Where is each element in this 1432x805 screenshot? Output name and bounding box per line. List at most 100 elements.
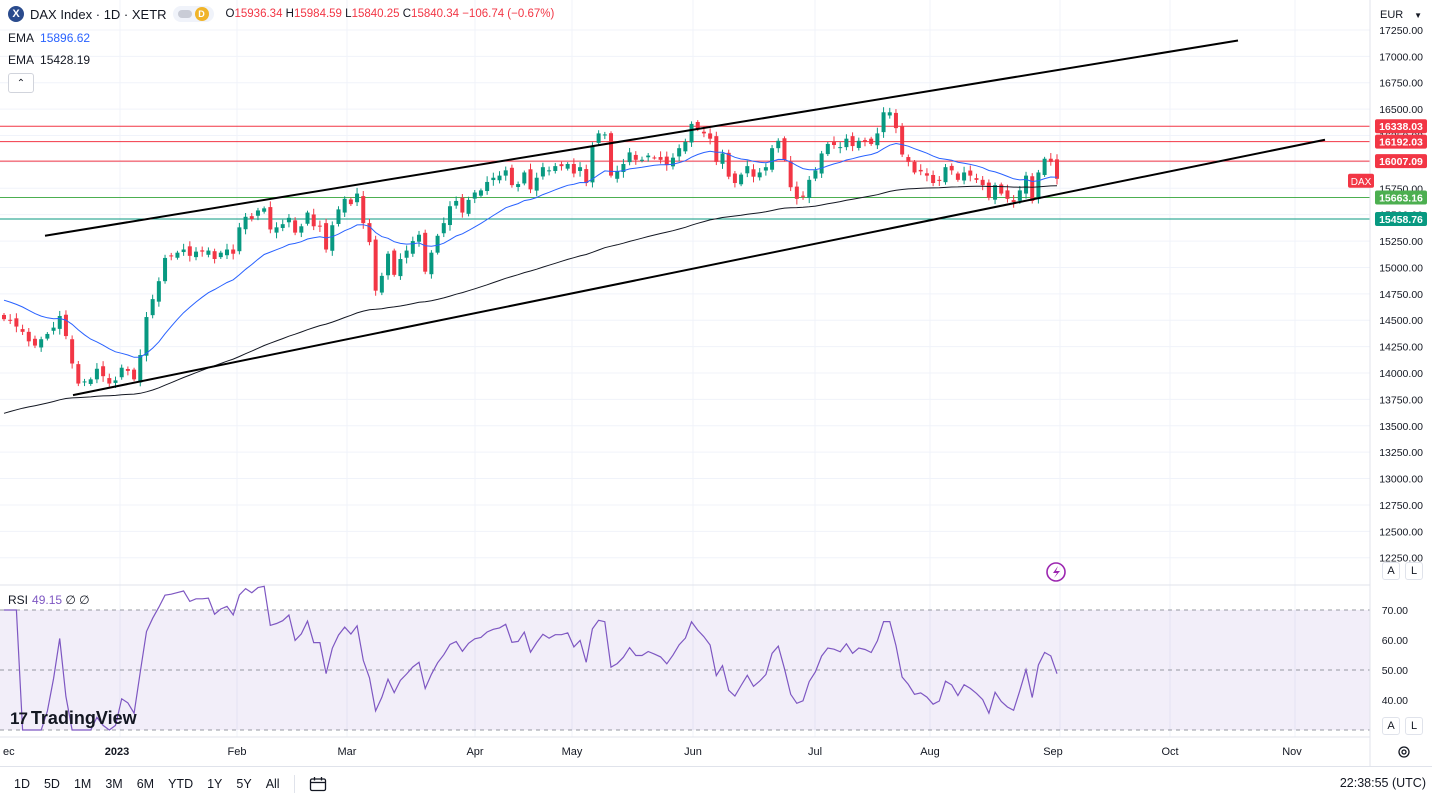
candle-body xyxy=(82,381,87,383)
collapse-legend-button[interactable]: ⌃ xyxy=(8,73,34,93)
level-label-bg-4 xyxy=(1375,212,1427,227)
candle-body xyxy=(26,331,31,342)
candle-body xyxy=(949,165,954,171)
rsi-tick-label: 40.00 xyxy=(1382,695,1408,707)
ema-fast-legend[interactable]: EMA 15896.62 xyxy=(8,31,91,45)
status-dot-icon xyxy=(177,10,192,18)
candle-body xyxy=(962,172,967,181)
price-tick-label: 13250.00 xyxy=(1379,447,1423,459)
candle-body xyxy=(32,338,37,346)
candle-body xyxy=(466,199,471,214)
candle-body xyxy=(1024,175,1029,194)
candle-body xyxy=(813,170,818,179)
candle-body xyxy=(615,171,620,179)
candle-body xyxy=(528,169,533,190)
candle-body xyxy=(819,153,824,174)
ohlc-values: O15936.34 H15984.59 L15840.25 C15840.34 … xyxy=(225,8,555,20)
candle-body xyxy=(720,153,725,164)
rsi-scale[interactable]: 70.00 60.00 50.00 40.00 xyxy=(1382,605,1408,707)
candle-body xyxy=(194,251,199,258)
log-scale-button[interactable]: L xyxy=(1405,562,1423,580)
candle-body xyxy=(163,257,168,282)
candle-body xyxy=(689,123,694,143)
symbol-title[interactable]: DAX Index · 1D · XETR xyxy=(30,6,167,22)
candle-body xyxy=(45,333,50,339)
price-level-labels: 16338.03 16192.03 16007.09 15663.16 15458.76… xyxy=(1348,119,1427,227)
currency-selector[interactable]: EUR ▼ xyxy=(1380,9,1422,21)
candle-body xyxy=(367,223,372,243)
candle-body xyxy=(739,174,744,185)
gear-icon[interactable] xyxy=(1396,744,1412,760)
candle-body xyxy=(1030,176,1035,201)
calendar-icon[interactable] xyxy=(309,776,327,792)
symbol-logo-icon: X xyxy=(8,6,24,22)
trend-channel xyxy=(44,39,1326,397)
rsi-auto-scale-button[interactable]: A xyxy=(1382,717,1400,735)
candle-body xyxy=(14,318,19,327)
tradingview-logo[interactable]: 17 TradingView xyxy=(10,708,137,729)
candle-body xyxy=(76,364,81,384)
price-scale[interactable]: 17250.0017000.0016750.0016500.0016250.00… xyxy=(1379,25,1423,565)
candle-body xyxy=(39,339,44,348)
price-tick-label: 17000.00 xyxy=(1379,51,1423,63)
rsi-extra: ∅ ∅ xyxy=(65,593,90,607)
candle-body xyxy=(559,164,564,167)
range-6m-button[interactable]: 6M xyxy=(136,777,155,791)
candle-body xyxy=(392,250,397,275)
candle-body xyxy=(646,155,651,158)
range-1d-button[interactable]: 1D xyxy=(14,777,30,791)
price-tick-label: 14750.00 xyxy=(1379,289,1423,301)
candle-body xyxy=(144,317,149,356)
candle-body xyxy=(132,369,137,380)
range-5y-button[interactable]: 5Y xyxy=(236,777,252,791)
candle-body xyxy=(169,255,174,257)
toolbar-divider xyxy=(293,775,295,793)
candle-body xyxy=(243,216,248,230)
range-1y-button[interactable]: 1Y xyxy=(207,777,223,791)
range-ytd-button[interactable]: YTD xyxy=(168,777,194,791)
time-tick-label: May xyxy=(562,746,583,758)
candle-body xyxy=(670,157,675,167)
range-1m-button[interactable]: 1M xyxy=(73,777,92,791)
ema-slow-legend[interactable]: EMA 15428.19 xyxy=(8,53,91,67)
candle-body xyxy=(609,133,614,176)
candle-body xyxy=(423,232,428,272)
level-label-bg-0 xyxy=(1375,119,1427,134)
candle-body xyxy=(57,316,62,329)
time-tick-label: Jul xyxy=(808,746,822,758)
candle-body xyxy=(869,138,874,144)
candle-body xyxy=(677,148,682,157)
candle-body xyxy=(181,249,186,253)
candle-body xyxy=(119,367,124,378)
candle-body xyxy=(726,152,731,177)
range-3m-button[interactable]: 3M xyxy=(105,777,123,791)
level-label-1: 16192.03 xyxy=(1379,137,1423,149)
candle-body xyxy=(299,226,304,233)
candle-body xyxy=(113,380,118,383)
bottom-toolbar: 1D 5D 1M 3M 6M YTD 1Y 5Y All 22:38:55 (U… xyxy=(0,766,1432,801)
auto-scale-button[interactable]: A xyxy=(1382,562,1400,580)
time-tick-label: Mar xyxy=(338,746,357,758)
candle-body xyxy=(361,196,366,224)
price-tick-label: 13000.00 xyxy=(1379,474,1423,486)
lightning-icon[interactable] xyxy=(1046,562,1066,582)
range-5d-button[interactable]: 5D xyxy=(43,777,60,791)
utc-clock[interactable]: 22:38:55 (UTC) xyxy=(1339,776,1426,790)
market-status-pill[interactable]: D xyxy=(172,6,214,22)
candle-body xyxy=(993,185,998,200)
candle-body xyxy=(1005,190,1010,199)
time-scale[interactable]: ec 2023 Feb Mar Apr May Jun Jul Aug Sep Oct Nov xyxy=(3,746,1302,758)
rsi-log-scale-button[interactable]: L xyxy=(1405,717,1423,735)
rsi-legend[interactable]: RSI 49.15 ∅ ∅ xyxy=(8,593,90,607)
candle-body xyxy=(937,179,942,181)
candle-body xyxy=(435,235,440,253)
candle-body xyxy=(776,140,781,149)
range-all-button[interactable]: All xyxy=(265,777,280,791)
price-tick-label: 16500.00 xyxy=(1379,104,1423,116)
candle-body xyxy=(881,112,886,133)
candle-body xyxy=(590,146,595,183)
candle-body xyxy=(2,314,6,320)
candle-body xyxy=(156,281,161,302)
candle-body xyxy=(478,190,483,196)
